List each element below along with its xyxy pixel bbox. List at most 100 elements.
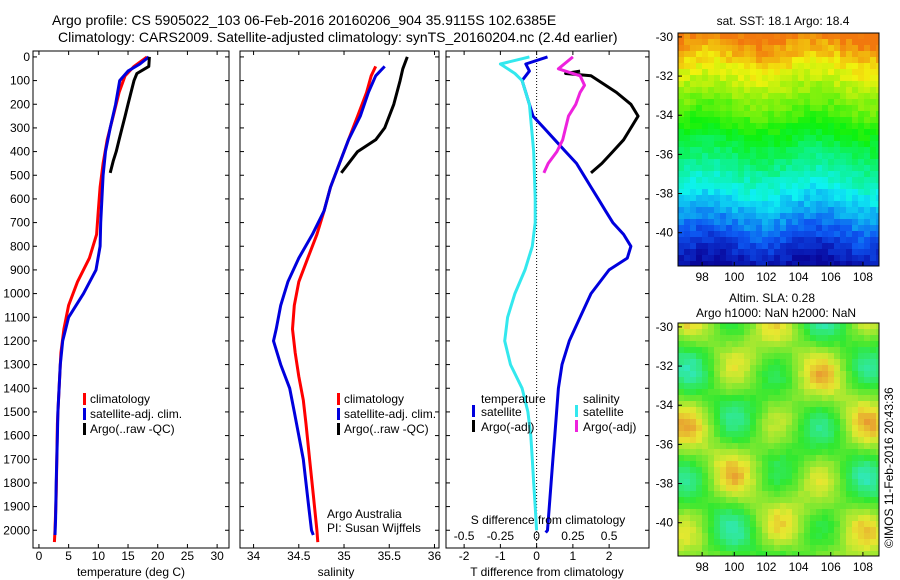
sst-cell: [840, 243, 846, 249]
sla-cell: [756, 437, 762, 443]
sla-cell: [726, 497, 732, 503]
sla-cell: [870, 383, 876, 389]
sla-cell: [744, 503, 750, 509]
sst-cell: [714, 99, 720, 105]
sst-cell: [798, 93, 804, 99]
sst-cell: [864, 99, 870, 105]
sla-cell: [840, 425, 846, 431]
sla-cell: [846, 497, 852, 503]
sst-cell: [750, 219, 756, 225]
sst-cell: [858, 135, 864, 141]
sla-cell: [876, 359, 879, 365]
sst-cell: [720, 87, 726, 93]
sst-cell: [786, 111, 792, 117]
x-tick-label: 1: [570, 549, 577, 563]
sla-cell: [678, 485, 684, 491]
sst-cell: [684, 147, 690, 153]
sst-cell: [822, 153, 828, 159]
sla-cell: [852, 497, 858, 503]
sst-cell: [816, 93, 822, 99]
sla-cell: [792, 479, 798, 485]
sla-cell: [834, 473, 840, 479]
sla-cell: [762, 323, 768, 329]
sst-cell: [798, 261, 804, 266]
sla-cell: [696, 479, 702, 485]
sst-cell: [846, 219, 852, 225]
sla-cell: [870, 437, 876, 443]
sst-cell: [738, 69, 744, 75]
sst-cell: [816, 147, 822, 153]
sst-cell: [804, 93, 810, 99]
sst-cell: [846, 93, 852, 99]
sla-cell: [744, 419, 750, 425]
sst-cell: [828, 147, 834, 153]
sla-cell: [780, 413, 786, 419]
sst-cell: [678, 201, 684, 207]
sst-cell: [750, 147, 756, 153]
sst-cell: [816, 39, 822, 45]
sst-cell: [876, 213, 879, 219]
sst-cell: [756, 33, 762, 39]
sst-cell: [702, 117, 708, 123]
sla-cell: [690, 371, 696, 377]
sst-cell: [876, 57, 879, 63]
sla-cell: [774, 431, 780, 437]
sla-cell: [732, 395, 738, 401]
sla-cell: [834, 371, 840, 377]
sst-cell: [750, 201, 756, 207]
sla-cell: [696, 413, 702, 419]
sst-cell: [678, 159, 684, 165]
sst-cell: [804, 129, 810, 135]
sla-cell: [696, 527, 702, 533]
sst-cell: [690, 249, 696, 255]
sst-cell: [684, 165, 690, 171]
sla-cell: [720, 329, 726, 335]
sst-cell: [834, 39, 840, 45]
sst-cell: [822, 87, 828, 93]
sla-cell: [828, 521, 834, 527]
sla-cell: [756, 359, 762, 365]
sla-cell: [750, 389, 756, 395]
sla-cell: [780, 443, 786, 449]
sst-cell: [726, 117, 732, 123]
sla-cell: [726, 521, 732, 527]
sst-cell: [768, 171, 774, 177]
sla-cell: [792, 473, 798, 479]
sla-cell: [846, 491, 852, 497]
sla-cell: [792, 353, 798, 359]
sla-cell: [696, 389, 702, 395]
sst-cell: [762, 213, 768, 219]
sst-cell: [816, 111, 822, 117]
sst-cell: [798, 51, 804, 57]
sla-cell: [780, 461, 786, 467]
sst-cell: [804, 165, 810, 171]
sst-cell: [768, 141, 774, 147]
sla-cell: [750, 425, 756, 431]
sla-cell: [702, 455, 708, 461]
sst-cell: [708, 165, 714, 171]
sst-cell: [852, 45, 858, 51]
sst-cell: [840, 87, 846, 93]
legend-label-argo: Argo(..raw -QC): [344, 422, 429, 436]
sla-cell: [852, 377, 858, 383]
sla-cell: [678, 497, 684, 503]
sst-cell: [810, 39, 816, 45]
sla-cell: [702, 437, 708, 443]
sst-cell: [822, 219, 828, 225]
sla-cell: [870, 521, 876, 527]
sla-cell: [726, 545, 732, 551]
sst-cell: [864, 141, 870, 147]
sla-cell: [798, 539, 804, 545]
sla-cell: [768, 323, 774, 329]
sla-cell: [732, 515, 738, 521]
legend-label-t-argo: Argo(-adj): [481, 420, 534, 434]
sst-cell: [690, 93, 696, 99]
sst-cell: [696, 117, 702, 123]
sst-cell: [762, 87, 768, 93]
sst-cell: [816, 57, 822, 63]
sla-cell: [816, 461, 822, 467]
sst-cell: [858, 105, 864, 111]
sst-cell: [732, 87, 738, 93]
sst-cell: [708, 111, 714, 117]
sla-cell: [864, 491, 870, 497]
